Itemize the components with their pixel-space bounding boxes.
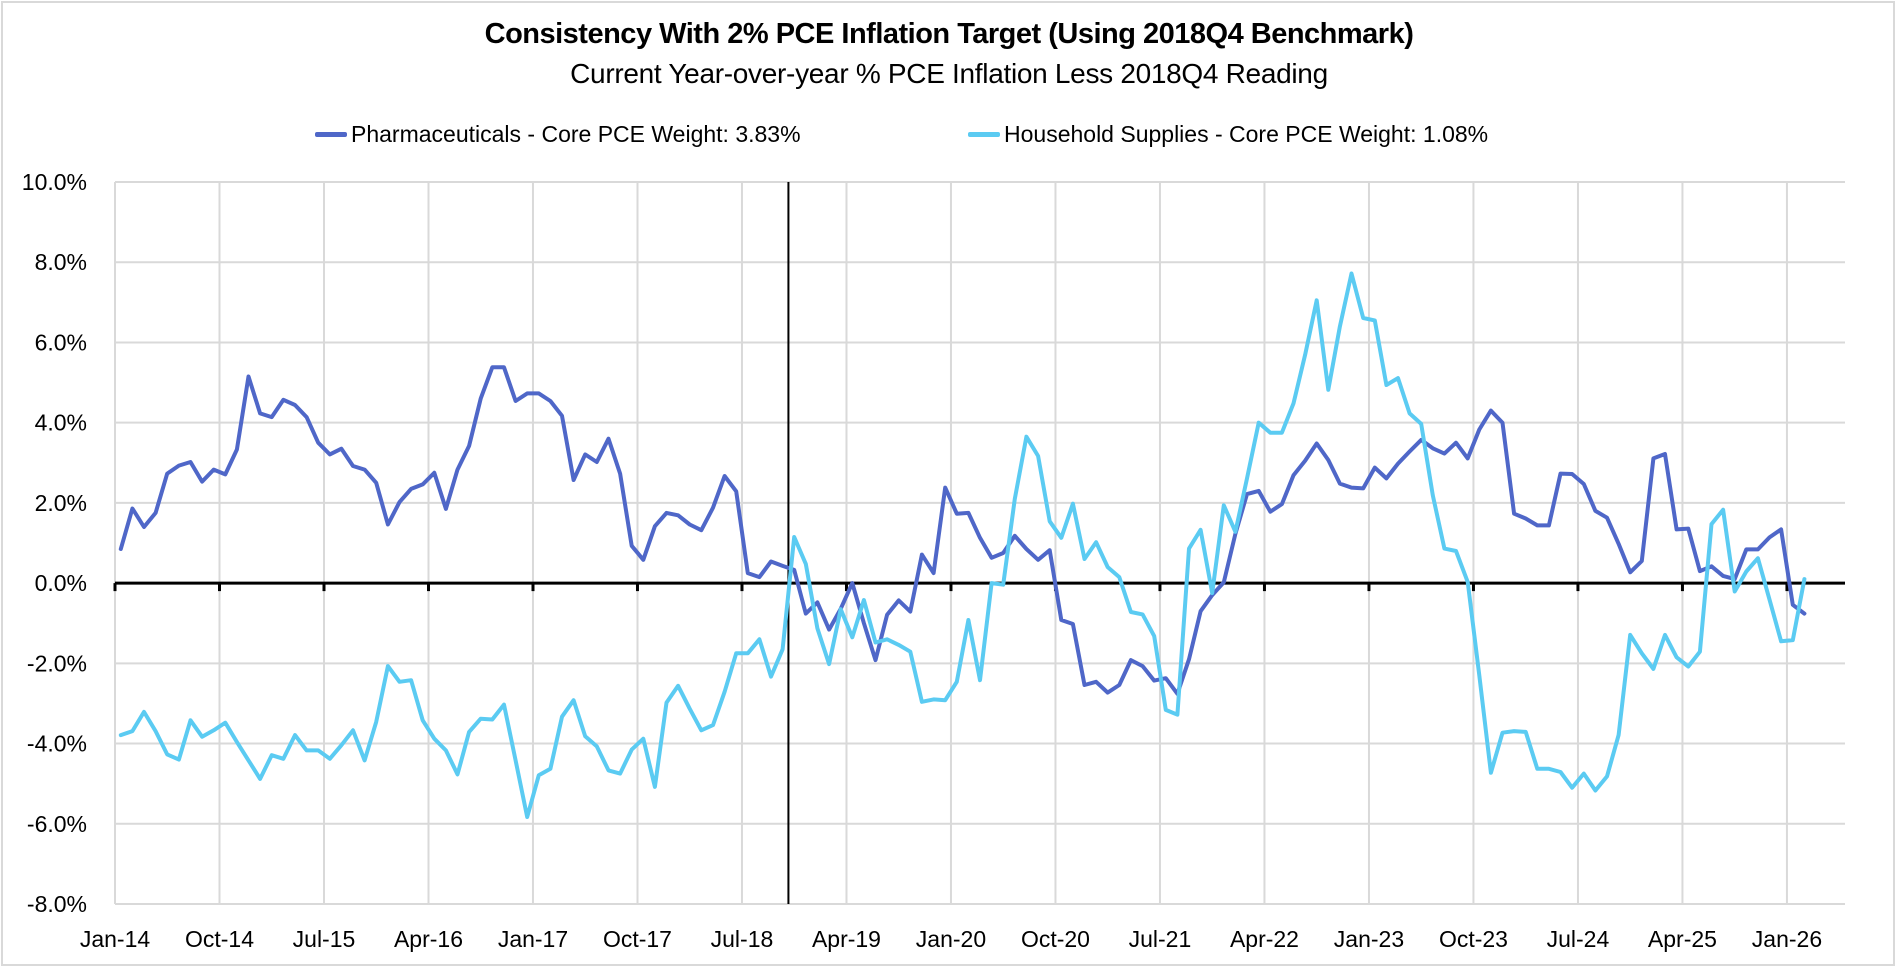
legend-item-household-supplies: Household Supplies - Core PCE Weight: 1.… [968,118,1488,150]
series-lines [118,271,1807,819]
x-tick-label: Jul-18 [711,926,774,952]
x-tick-label: Jul-15 [293,926,356,952]
x-tick-label: Apr-25 [1648,926,1717,952]
legend-label-household-supplies: Household Supplies - Core PCE Weight: 1.… [1004,120,1489,147]
x-tick-label: Apr-22 [1230,926,1299,952]
legend-label-pharmaceuticals: Pharmaceuticals - Core PCE Weight: 3.83% [351,120,801,147]
y-tick-label: 4.0% [35,410,87,436]
y-tick-label: -2.0% [27,650,87,676]
y-tick-label: 6.0% [35,329,87,355]
x-tick-label: Oct-17 [603,926,672,952]
legend-swatch-household-supplies [968,131,1000,137]
chart-title: Consistency With 2% PCE Inflation Target… [484,18,1414,50]
x-tick-label: Jan-26 [1752,926,1822,952]
x-tick-label: Jul-21 [1129,926,1192,952]
legend-item-pharmaceuticals: Pharmaceuticals - Core PCE Weight: 3.83% [315,118,801,150]
x-tick-label: Jan-14 [80,926,151,952]
x-tick-label: Jan-17 [498,926,568,952]
x-tick-label: Oct-14 [185,926,254,952]
y-axis-tick-labels: 10.0% 8.0% 6.0% 4.0% 2.0% 0.0% -2.0% -4.0% -6.0%… [22,169,87,917]
series-line-pharmaceuticals [118,365,1807,696]
y-tick-label: 10.0% [22,169,87,195]
gridlines [114,181,1845,905]
x-tick-label: Jan-23 [1334,926,1404,952]
x-tick-label: Oct-20 [1021,926,1090,952]
chart-subtitle: Current Year-over-year % PCE Inflation L… [570,58,1328,89]
x-tick-label: Apr-16 [394,926,463,952]
x-tick-label: Apr-19 [812,926,881,952]
y-tick-label: 0.0% [35,570,87,596]
x-tick-label: Jul-24 [1547,926,1610,952]
y-tick-label: 8.0% [35,249,87,275]
legend-swatch-pharmaceuticals [315,131,347,137]
series-line-household-supplies [118,271,1807,819]
y-tick-label: -4.0% [27,731,87,757]
x-tick-label: Oct-23 [1439,926,1508,952]
x-axis-tick-labels: Jan-14 Oct-14 Jul-15 Apr-16 Jan-17 Oct-17 Jul-… [80,926,1822,952]
axes [113,182,1845,904]
y-tick-label: -6.0% [27,811,87,837]
y-tick-label: 2.0% [35,490,87,516]
y-tick-label: -8.0% [27,891,87,917]
x-tick-label: Jan-20 [916,926,986,952]
